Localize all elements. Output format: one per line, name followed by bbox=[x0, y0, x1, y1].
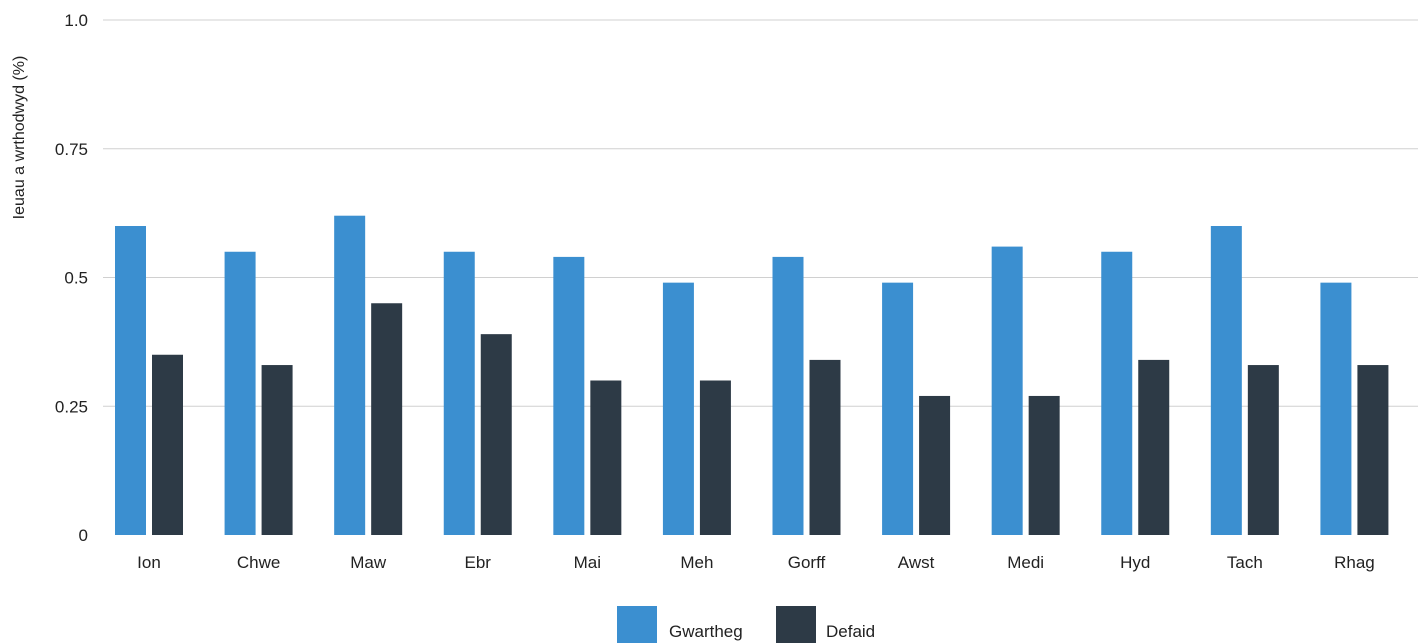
gridlines bbox=[103, 19, 1418, 407]
bar-gwartheg-medi bbox=[991, 246, 1023, 535]
x-tick-label: Ion bbox=[137, 553, 161, 572]
bar-gwartheg-mai bbox=[553, 256, 585, 535]
x-tick-label: Tach bbox=[1227, 553, 1263, 572]
bar-defaid-gorff bbox=[809, 359, 841, 535]
x-tick-label: Hyd bbox=[1120, 553, 1150, 572]
bar-gwartheg-gorff bbox=[772, 256, 804, 535]
bar-gwartheg-tach bbox=[1210, 226, 1242, 535]
bar-gwartheg-chwe bbox=[224, 251, 256, 535]
y-tick-label: 0.75 bbox=[55, 140, 88, 159]
bar-defaid-ion bbox=[152, 354, 183, 535]
bar-gwartheg-rhag bbox=[1320, 282, 1352, 535]
legend-label-gwartheg: Gwartheg bbox=[669, 622, 743, 641]
bar-gwartheg-maw bbox=[334, 215, 366, 535]
bar-defaid-meh bbox=[699, 380, 731, 535]
x-tick-label: Gorff bbox=[788, 553, 826, 572]
legend: Gwartheg Defaid bbox=[617, 606, 875, 643]
bar-defaid-rhag bbox=[1357, 365, 1389, 535]
legend-swatch-defaid bbox=[776, 606, 816, 643]
legend-label-defaid: Defaid bbox=[826, 622, 875, 641]
bar-defaid-ebr bbox=[480, 334, 512, 535]
x-tick-label: Mai bbox=[574, 553, 601, 572]
y-tick-label: 0.5 bbox=[64, 269, 88, 288]
legend-swatch-gwartheg bbox=[617, 606, 657, 643]
bar-defaid-chwe bbox=[261, 365, 293, 535]
y-tick-label: 0 bbox=[79, 526, 88, 545]
bars bbox=[115, 215, 1389, 535]
x-axis-ticks: Ion Chwe Maw Ebr Mai Meh Gorff Awst Medi Hyd Tach R… bbox=[137, 553, 1375, 572]
bar-defaid-medi bbox=[1028, 395, 1060, 535]
x-tick-label: Rhag bbox=[1334, 553, 1375, 572]
x-tick-label: Meh bbox=[680, 553, 713, 572]
y-tick-label: 0.25 bbox=[55, 397, 88, 416]
x-tick-label: Ebr bbox=[465, 553, 492, 572]
y-tick-label: 1.0 bbox=[64, 11, 88, 30]
bar-gwartheg-ebr bbox=[443, 251, 475, 535]
bar-gwartheg-hyd bbox=[1101, 251, 1133, 535]
bar-defaid-awst bbox=[919, 395, 951, 535]
x-tick-label: Awst bbox=[898, 553, 935, 572]
x-tick-label: Chwe bbox=[237, 553, 280, 572]
bar-defaid-maw bbox=[371, 303, 403, 535]
x-tick-label: Maw bbox=[350, 553, 387, 572]
bar-defaid-mai bbox=[590, 380, 622, 535]
x-tick-label: Medi bbox=[1007, 553, 1044, 572]
bar-gwartheg-awst bbox=[882, 282, 914, 535]
y-axis-label: Ieuau a wrthodwyd (%) bbox=[11, 56, 28, 220]
bar-gwartheg-ion bbox=[115, 226, 146, 535]
bar-gwartheg-meh bbox=[662, 282, 694, 535]
bar-defaid-hyd bbox=[1138, 359, 1170, 535]
bar-defaid-tach bbox=[1247, 365, 1279, 535]
y-axis-ticks: 0 0.25 0.5 0.75 1.0 bbox=[55, 11, 88, 545]
